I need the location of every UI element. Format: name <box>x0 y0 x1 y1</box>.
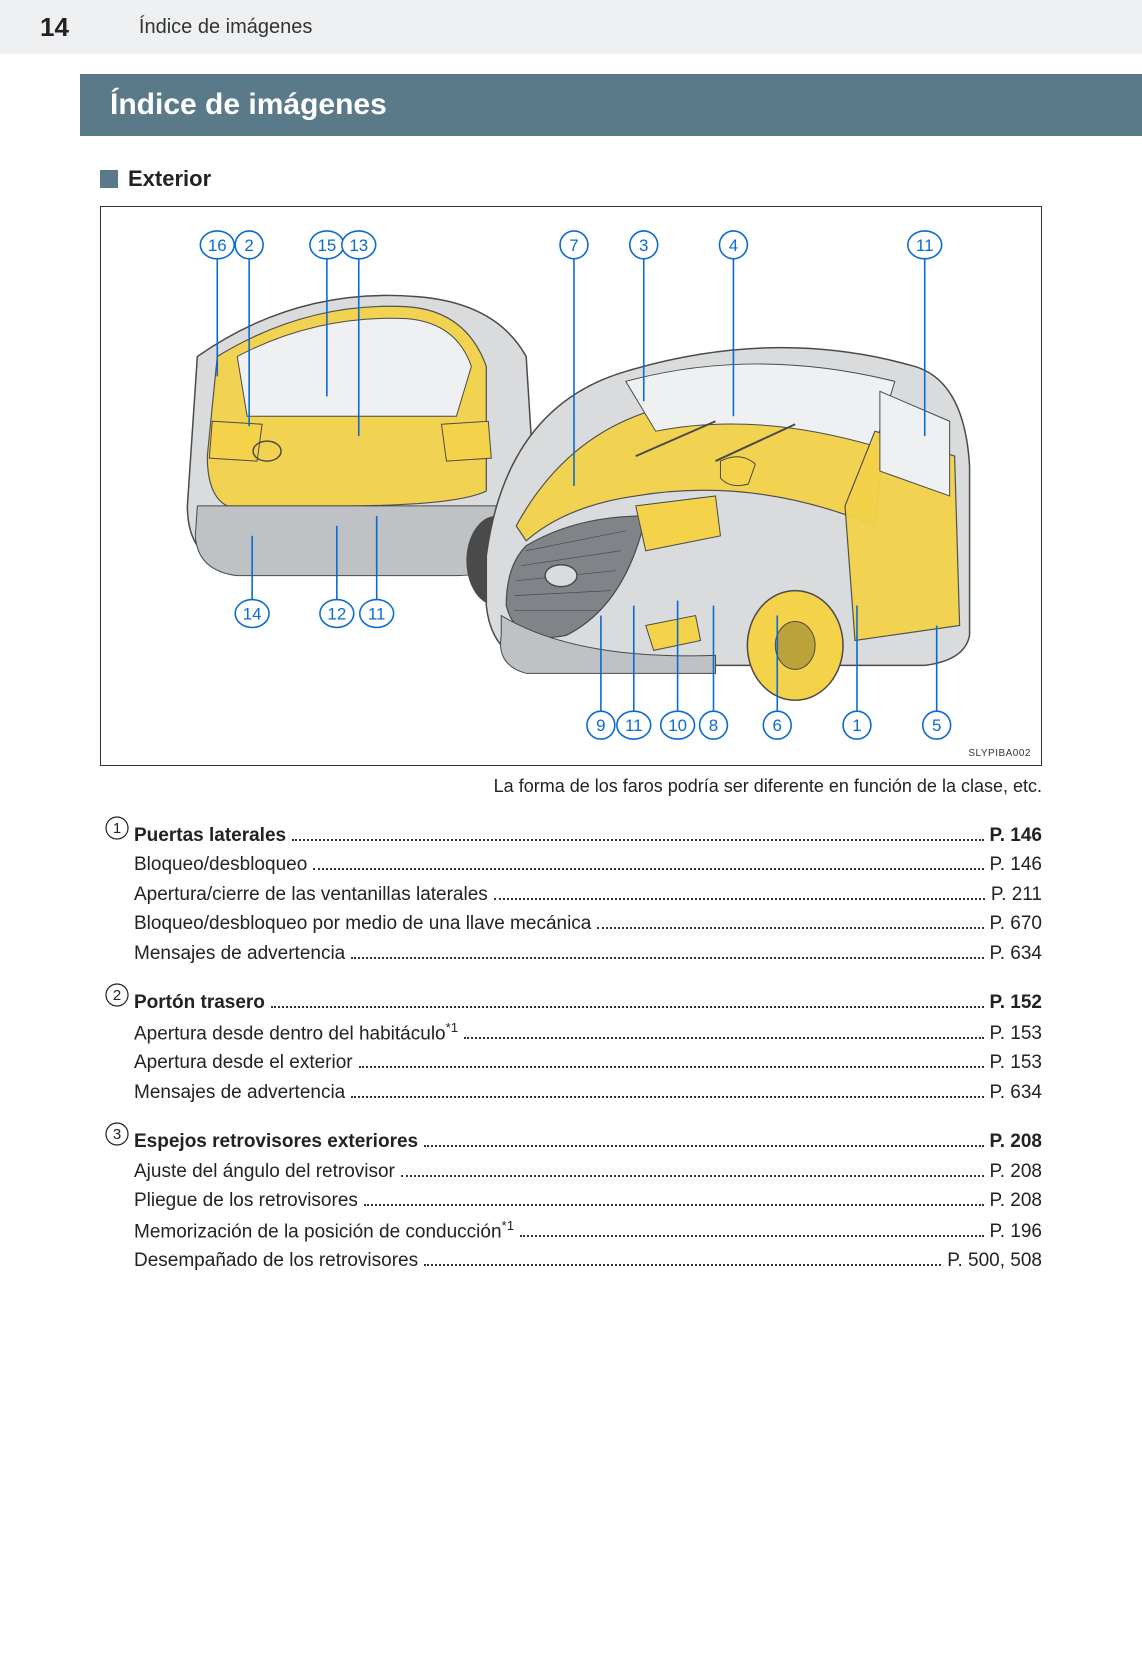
toc-group: 3 Espejos retrovisores exteriores P. 208… <box>100 1121 1042 1276</box>
leader-dots <box>351 957 983 959</box>
toc-number-icon: 2 <box>100 982 134 1008</box>
leader-dots <box>464 1037 983 1039</box>
toc-head-row: 2 Portón trasero P. 152 <box>100 982 1042 1017</box>
svg-text:16: 16 <box>208 236 227 255</box>
toc-row-page: P. 153 <box>990 1019 1042 1048</box>
toc-row-label: Desempañado de los retrovisores <box>134 1246 418 1275</box>
exterior-diagram: 162151373411141211911108615 <box>101 207 1041 765</box>
svg-text:11: 11 <box>368 605 386 624</box>
leader-dots <box>597 927 983 929</box>
square-bullet-icon <box>100 170 118 188</box>
toc-head-label: Puertas laterales <box>134 821 286 850</box>
svg-text:3: 3 <box>639 236 648 255</box>
toc-row-page: P. 211 <box>991 880 1042 909</box>
running-header: 14 Índice de imágenes <box>0 0 1142 54</box>
toc-row: Desempañado de los retrovisores P. 500, … <box>100 1246 1042 1275</box>
toc-number-icon: 3 <box>100 1121 134 1147</box>
rear-car <box>187 295 536 605</box>
svg-text:2: 2 <box>113 987 121 1004</box>
svg-text:5: 5 <box>932 716 941 735</box>
toc-row-page: P. 208 <box>990 1157 1042 1186</box>
breadcrumb: Índice de imágenes <box>139 16 312 39</box>
leader-dots <box>424 1145 983 1147</box>
toc-row-label: Bloqueo/desbloqueo por medio de una llav… <box>134 909 591 938</box>
leader-dots <box>364 1204 984 1206</box>
toc-row: Ajuste del ángulo del retrovisor P. 208 <box>100 1157 1042 1186</box>
toc-head-row: 1 Puertas laterales P. 146 <box>100 815 1042 850</box>
toc-row-label: Apertura/cierre de las ventanillas later… <box>134 880 488 909</box>
subsection-label: Exterior <box>128 166 211 192</box>
svg-text:11: 11 <box>625 716 643 735</box>
toc-head-page: P. 146 <box>990 821 1042 850</box>
svg-text:4: 4 <box>729 236 738 255</box>
svg-text:10: 10 <box>668 716 687 735</box>
figure-caption: La forma de los faros podría ser diferen… <box>100 776 1042 797</box>
toc-list: 1 Puertas laterales P. 146 Bloqueo/desbl… <box>100 815 1042 1276</box>
leader-dots <box>520 1235 983 1237</box>
toc-row-page: P. 500, 508 <box>947 1246 1042 1275</box>
toc-row-page: P. 634 <box>990 1078 1042 1107</box>
svg-text:3: 3 <box>113 1126 121 1143</box>
toc-row: Memorización de la posición de conducció… <box>100 1216 1042 1247</box>
leader-dots <box>351 1096 983 1098</box>
toc-row-page: P. 146 <box>990 850 1042 879</box>
toc-row: Pliegue de los retrovisores P. 208 <box>100 1186 1042 1215</box>
toc-row-label: Bloqueo/desbloqueo <box>134 850 307 879</box>
subsection-heading: Exterior <box>100 166 1042 192</box>
svg-text:13: 13 <box>349 236 368 255</box>
toc-row-page: P. 196 <box>990 1217 1042 1246</box>
page-number: 14 <box>40 12 69 43</box>
toc-row-page: P. 208 <box>990 1186 1042 1215</box>
svg-text:1: 1 <box>113 820 121 837</box>
toc-head-label: Espejos retrovisores exteriores <box>134 1127 418 1156</box>
toc-row-page: P. 634 <box>990 939 1042 968</box>
leader-dots <box>271 1006 984 1008</box>
toc-row-page: P. 153 <box>990 1048 1042 1077</box>
leader-dots <box>292 839 983 841</box>
toc-head-page: P. 208 <box>990 1127 1042 1156</box>
svg-text:11: 11 <box>916 236 934 255</box>
leader-dots <box>359 1066 984 1068</box>
toc-row-label: Memorización de la posición de conducció… <box>134 1216 514 1247</box>
toc-head-row: 3 Espejos retrovisores exteriores P. 208 <box>100 1121 1042 1156</box>
svg-text:9: 9 <box>596 716 605 735</box>
figure-code: SLYPIBA002 <box>968 748 1031 759</box>
svg-text:15: 15 <box>317 236 336 255</box>
content-area: Exterior <box>0 136 1142 1330</box>
toc-row: Bloqueo/desbloqueo P. 146 <box>100 850 1042 879</box>
leader-dots <box>424 1264 941 1266</box>
toc-group: 2 Portón trasero P. 152 Apertura desde d… <box>100 982 1042 1107</box>
section-title: Índice de imágenes <box>80 74 1142 136</box>
toc-row-label: Ajuste del ángulo del retrovisor <box>134 1157 395 1186</box>
toc-number-icon: 1 <box>100 815 134 841</box>
toc-row: Mensajes de advertencia P. 634 <box>100 939 1042 968</box>
toc-group: 1 Puertas laterales P. 146 Bloqueo/desbl… <box>100 815 1042 968</box>
leader-dots <box>401 1175 984 1177</box>
toc-head-page: P. 152 <box>990 988 1042 1017</box>
toc-row: Apertura desde el exterior P. 153 <box>100 1048 1042 1077</box>
toc-row-label: Mensajes de advertencia <box>134 939 345 968</box>
svg-text:1: 1 <box>852 716 861 735</box>
toc-row: Bloqueo/desbloqueo por medio de una llav… <box>100 909 1042 938</box>
figure-container: 162151373411141211911108615 SLYPIBA002 <box>100 206 1042 766</box>
toc-row-label: Pliegue de los retrovisores <box>134 1186 358 1215</box>
front-car <box>486 348 969 701</box>
toc-row-label: Apertura desde dentro del habitáculo*1 <box>134 1018 458 1049</box>
toc-row: Apertura/cierre de las ventanillas later… <box>100 880 1042 909</box>
toc-row: Apertura desde dentro del habitáculo*1 P… <box>100 1018 1042 1049</box>
svg-text:14: 14 <box>243 605 262 624</box>
toc-row-label: Mensajes de advertencia <box>134 1078 345 1107</box>
toc-head-label: Portón trasero <box>134 988 265 1017</box>
toc-row-label: Apertura desde el exterior <box>134 1048 353 1077</box>
svg-text:7: 7 <box>569 236 578 255</box>
toc-row: Mensajes de advertencia P. 634 <box>100 1078 1042 1107</box>
toc-row-page: P. 670 <box>990 909 1042 938</box>
leader-dots <box>494 898 985 900</box>
svg-text:12: 12 <box>327 605 346 624</box>
svg-text:2: 2 <box>244 236 253 255</box>
leader-dots <box>313 868 983 870</box>
svg-text:8: 8 <box>709 716 718 735</box>
svg-text:6: 6 <box>773 716 782 735</box>
